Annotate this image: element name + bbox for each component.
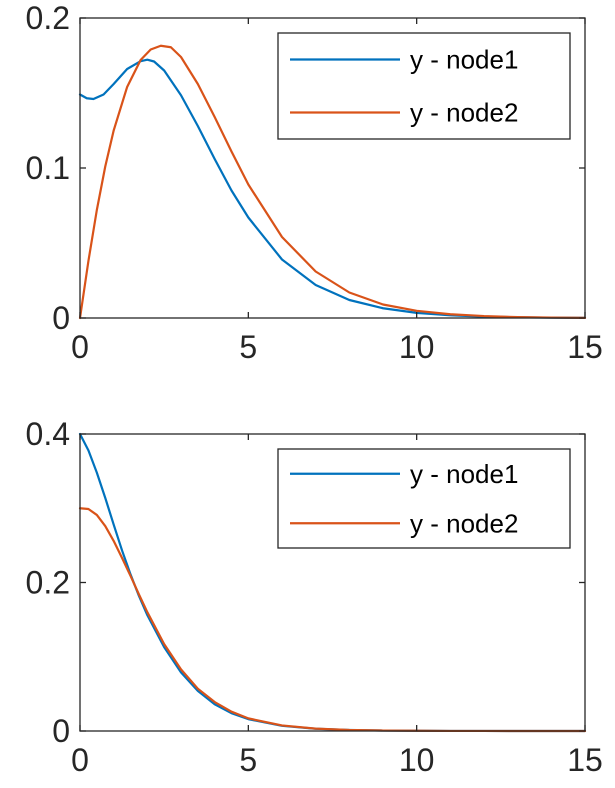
chart-2: 0 5 10 15 0 0.2 0.4 y - node1 y - node2 [26, 416, 603, 778]
y-tick-label: 0.2 [26, 0, 70, 36]
x-tick-label: 5 [239, 329, 257, 365]
legend-label: y - node2 [410, 508, 518, 538]
legend-box-2 [277, 448, 571, 549]
y-tick-label: 0.4 [26, 416, 70, 452]
x-tick-label: 10 [399, 329, 435, 365]
x-tick-label: 10 [399, 742, 435, 778]
legend-box-1 [277, 32, 571, 140]
series-line-1-2 [78, 44, 587, 320]
y-tick-label: 0 [52, 713, 70, 749]
legend-label: y - node1 [410, 459, 518, 489]
y-tick-label: 0.2 [26, 565, 70, 601]
x-tick-label: 15 [567, 329, 603, 365]
x-tick-label: 5 [239, 742, 257, 778]
legend-label: y - node2 [410, 98, 518, 128]
y-tick-label: 0 [52, 300, 70, 336]
x-tick-label: 15 [567, 742, 603, 778]
y-tick-label: 0.1 [26, 150, 70, 186]
legend-label: y - node1 [410, 45, 518, 75]
x-tick-label: 0 [71, 742, 89, 778]
chart-1: 0 5 10 15 0 0.1 0.2 y - node1 y - node2 [26, 0, 603, 365]
x-tick-label: 0 [71, 329, 89, 365]
